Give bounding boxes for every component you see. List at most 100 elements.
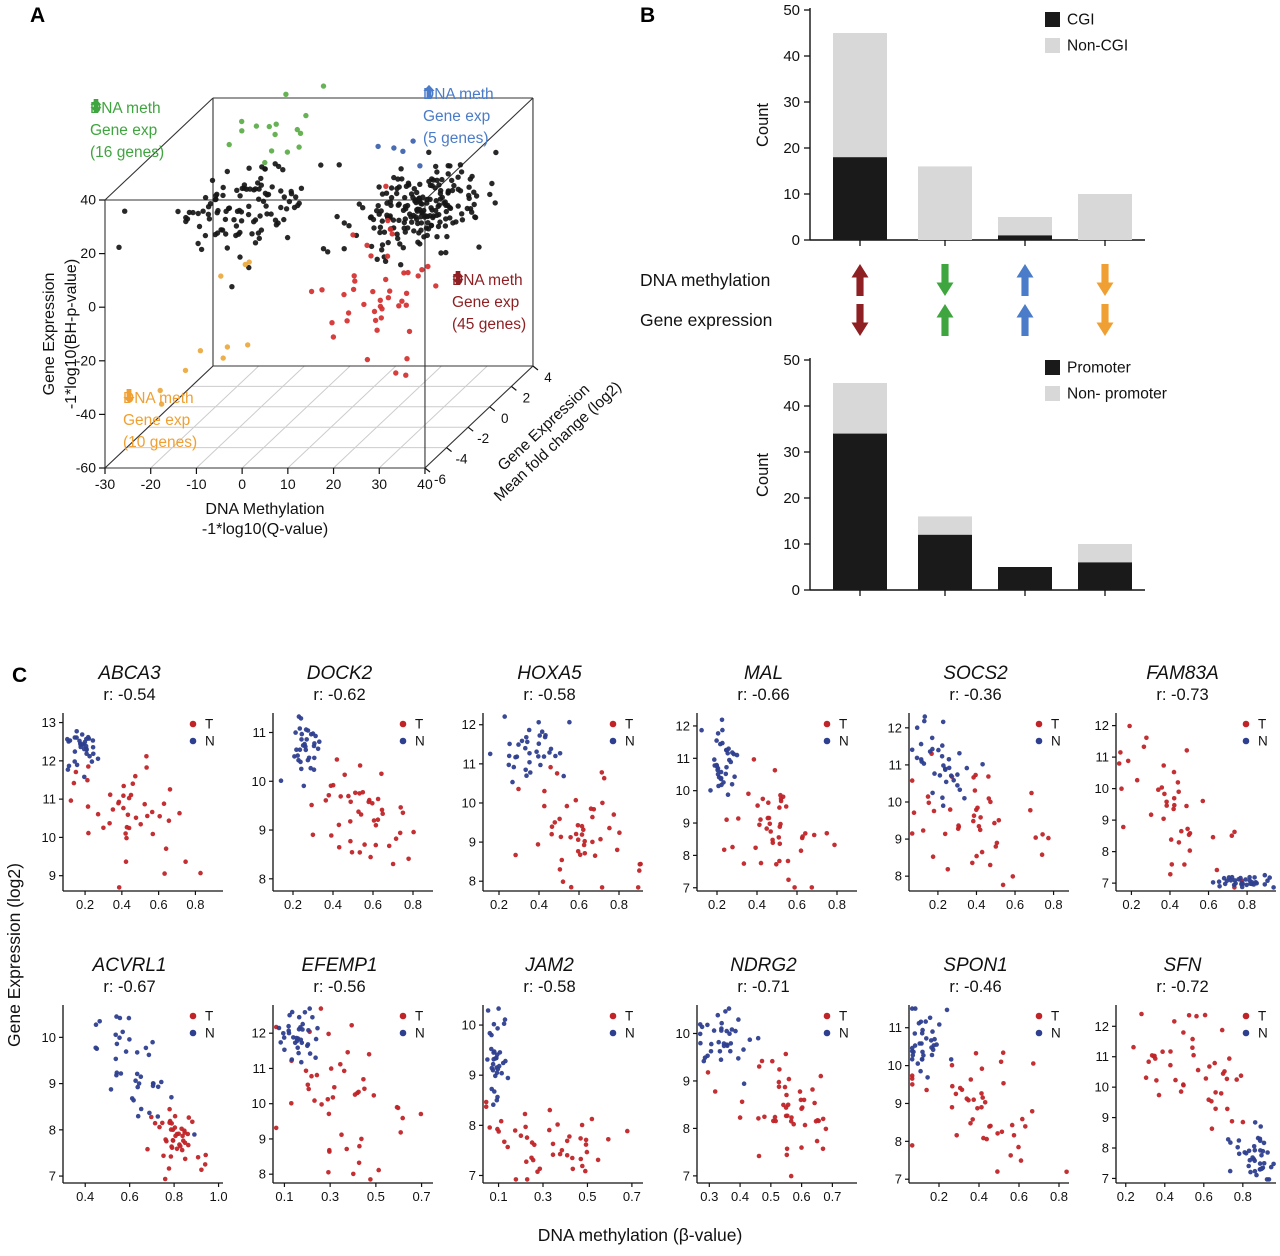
gene-subplot-socs2: SOCS2 r: -0.36 0.2 0.4 0.6 0.8 8 9 10 11 12 T N — [878, 663, 1073, 919]
legend-label: N — [1051, 734, 1061, 749]
gene-scatter-plot: 0.2 0.4 0.6 0.8 7 8 9 10 11 12 TN — [1095, 1005, 1276, 1204]
y-tick-label: 11 — [43, 792, 57, 807]
gene-title: NDRG2 — [730, 955, 797, 976]
gene-scatter-plot: 0.1 0.3 0.5 0.7 8 9 10 11 12 TN — [252, 1005, 433, 1204]
correlation-value: r: -0.73 — [1156, 686, 1209, 704]
y-tick-label: -20 — [76, 352, 96, 368]
annotation-line: Gene exp — [123, 389, 197, 432]
y-tick-label: 7 — [1102, 1171, 1109, 1186]
correlation-value: r: -0.66 — [737, 686, 790, 704]
points-hyper-meth-down-exp-45-genes — [308, 183, 439, 378]
y-axis-label: -1*log10(BH-p-value) — [63, 259, 80, 409]
y-tick-label: 10 — [888, 795, 902, 810]
x-tick-label: 40 — [417, 476, 433, 492]
gene-title: DOCK2 — [306, 663, 373, 684]
x-axis-label: -1*log10(Q-value) — [202, 521, 328, 538]
z-tick-label: 2 — [523, 390, 531, 405]
y-tick-label: 12 — [252, 1026, 266, 1041]
gene-scatter-plot: 0.1 0.3 0.5 0.7 7 8 9 10 TN — [462, 1005, 643, 1204]
axes: 0.1 0.3 0.5 0.7 8 9 10 11 12 — [252, 1005, 433, 1204]
y-tick-label: 12 — [462, 717, 476, 732]
legend-label: T — [625, 717, 633, 732]
x-tick-label: 0.1 — [275, 1189, 293, 1204]
points-T — [705, 1051, 829, 1179]
x-tick-label: 0.6 — [121, 1189, 139, 1204]
x-tick-label: 0.7 — [413, 1189, 431, 1204]
up-arrow-icon — [1016, 304, 1034, 336]
panel-a-annotation: DNA meth Gene exp (16 genes) — [90, 98, 164, 164]
y-tick-label: 8 — [259, 1167, 266, 1182]
annotation-text: Gene exp — [423, 108, 491, 125]
down-arrow-icon — [1096, 304, 1114, 336]
points-N — [909, 714, 985, 808]
x-tick-label: -20 — [141, 476, 161, 492]
gene-title: FAM83A — [1146, 663, 1219, 684]
y-tick-label: 10 — [42, 830, 56, 845]
annotation-text: (10 genes) — [123, 434, 198, 451]
axes: 0.2 0.4 0.6 0.8 7 8 9 10 11 12 — [1095, 1005, 1276, 1204]
y-tick-label: 20 — [80, 245, 96, 261]
points-T — [721, 757, 837, 890]
x-tick-label: 10 — [280, 476, 296, 492]
annotation-line: Gene exp — [423, 85, 494, 128]
y-tick-label: 10 — [1095, 1080, 1109, 1095]
legend: TN — [609, 1009, 635, 1041]
x-tick-label: 0.6 — [1195, 1189, 1213, 1204]
y-tick-label: 12 — [42, 753, 56, 768]
y-tick-label: 10 — [783, 186, 800, 203]
y-tick-label: 7 — [469, 1168, 476, 1183]
x-tick-label: 0.2 — [929, 897, 947, 912]
y-tick-label: 10 — [1095, 781, 1109, 796]
x-tick-label: 0.6 — [793, 1189, 811, 1204]
points-T — [909, 751, 1051, 888]
panel-a-annotation: DNA meth Gene exp (45 genes) — [452, 270, 526, 336]
y-tick-label: 9 — [895, 832, 902, 847]
axes: 0.2 0.4 0.6 0.8 8 9 10 11 12 — [888, 713, 1069, 912]
legend-label: T — [205, 1009, 213, 1024]
y-tick-label: 9 — [1102, 1110, 1109, 1125]
y-tick-label: 50 — [783, 2, 800, 19]
y-tick-label: 11 — [253, 725, 267, 740]
y-tick-label: 10 — [783, 536, 800, 553]
points-T — [513, 764, 643, 890]
gene-subplot-fam83a: FAM83A r: -0.73 0.2 0.4 0.6 0.8 7 8 9 10 11 12 T N — [1085, 663, 1280, 919]
y-tick-label: 11 — [463, 756, 477, 771]
axes: 0.2 0.4 0.6 0.8 9 10 11 12 13 — [42, 713, 223, 912]
x-tick-label: 0.8 — [404, 897, 422, 912]
y-tick-label: 8 — [49, 1122, 56, 1137]
axes: 0.4 0.6 0.8 1.0 7 8 9 10 — [42, 1005, 227, 1204]
axes: 0.2 0.4 0.6 0.8 7 8 9 10 11 12 — [1095, 713, 1276, 912]
x-tick-label: 0.6 — [1010, 1189, 1028, 1204]
legend-label: N — [205, 1026, 215, 1041]
points-not-significant-left — [116, 161, 342, 290]
y-tick-label: 7 — [683, 1168, 690, 1183]
legend: Promoter Non- promoter — [1045, 360, 1167, 403]
y-tick-label: 8 — [895, 869, 902, 884]
correlation-value: r: -0.54 — [103, 686, 156, 704]
up-arrow-icon — [1016, 264, 1034, 296]
x-tick-label: 0.6 — [150, 897, 168, 912]
y-tick-label: 9 — [259, 1131, 266, 1146]
arrow-column-1 — [936, 264, 954, 336]
y-tick-label: 0 — [792, 582, 800, 599]
y-tick-label: 9 — [469, 1068, 476, 1083]
points-N — [697, 1006, 761, 1086]
panel-c-label: C — [12, 664, 28, 687]
gene-subplot-abca3: ABCA3 r: -0.54 0.2 0.4 0.6 0.8 9 10 11 12 13 T N — [32, 663, 227, 919]
y-tick-label: 11 — [253, 1061, 267, 1076]
x-tick-label: 30 — [371, 476, 387, 492]
gene-scatter-plot: 0.2 0.4 0.6 0.8 7 8 9 10 11 12 TN — [676, 713, 857, 912]
annotation-text: Gene exp — [452, 294, 520, 311]
y-tick-label: 8 — [469, 1118, 476, 1133]
up-arrow-icon — [936, 304, 954, 336]
points-T — [145, 1106, 208, 1182]
y-tick-label: 9 — [1102, 813, 1109, 828]
x-tick-label: -10 — [186, 476, 206, 492]
legend: TN — [399, 717, 425, 749]
annotation-text: (45 genes) — [452, 316, 527, 333]
correlation-value: r: -0.67 — [103, 978, 156, 996]
correlation-value: r: -0.56 — [313, 978, 366, 996]
y-tick-label: 9 — [259, 823, 266, 838]
gene-scatter-plot: 0.2 0.4 0.6 0.8 8 9 10 11 12 TN — [462, 713, 643, 912]
arrow-column-0 — [851, 264, 869, 336]
